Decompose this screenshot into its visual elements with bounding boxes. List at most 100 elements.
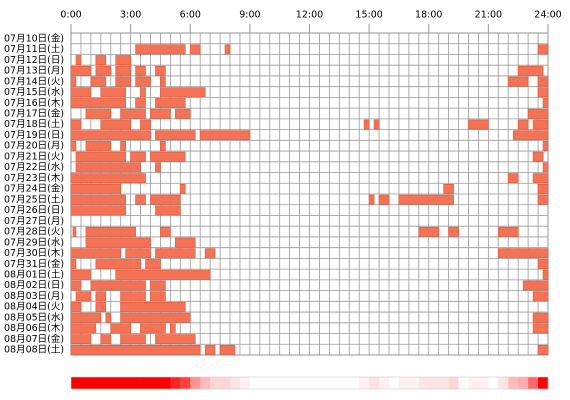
- heat-cell: [359, 377, 370, 389]
- heat-cell: [200, 377, 211, 389]
- row-label: 08月07日(金): [4, 333, 64, 345]
- heat-cell: [438, 377, 449, 389]
- heat-cell: [478, 377, 489, 389]
- activity-segment: [537, 194, 549, 205]
- activity-segment: [150, 291, 166, 302]
- heat-cell: [259, 377, 271, 389]
- heat-cell: [369, 377, 380, 389]
- row-label: 07月14日(火): [4, 76, 64, 87]
- activity-segment: [517, 65, 544, 76]
- activity-segment: [70, 259, 77, 269]
- activity-segment: [85, 226, 136, 237]
- row-label: 07月25日(土): [4, 193, 64, 205]
- activity-segment: [140, 119, 151, 130]
- activity-segment: [70, 334, 92, 345]
- x-tick-label: 18:00: [415, 10, 442, 21]
- activity-segment: [95, 291, 107, 302]
- heat-cell: [140, 377, 151, 389]
- heat-cell: [418, 377, 430, 389]
- activity-segment: [70, 130, 151, 141]
- row-label: 08月02日(日): [4, 280, 64, 291]
- row-label: 07月11日(土): [4, 43, 64, 55]
- x-tick-label: 3:00: [120, 10, 141, 21]
- heat-cell: [80, 377, 92, 389]
- activity-segment: [373, 119, 380, 130]
- row-label: 07月15日(水): [4, 86, 64, 98]
- activity-segment: [70, 344, 201, 355]
- activity-segment: [532, 312, 549, 323]
- row-label: 07月26日(日): [4, 205, 64, 216]
- row-label: 08月03日(月): [4, 291, 64, 302]
- activity-segment: [160, 76, 166, 87]
- heat-cell: [518, 377, 529, 389]
- activity-segment: [110, 323, 131, 334]
- activity-segment: [70, 87, 92, 98]
- activity-segment: [75, 162, 141, 173]
- heat-cell: [468, 377, 479, 389]
- activity-segment: [155, 248, 196, 259]
- activity-segment: [135, 44, 186, 55]
- heat-cell: [239, 377, 251, 389]
- activity-segment: [70, 269, 92, 280]
- activity-segment: [70, 248, 121, 259]
- activity-segment: [70, 312, 102, 323]
- row-label: 07月27日(月): [4, 216, 64, 227]
- activity-segment: [70, 141, 77, 151]
- activity-segment: [115, 55, 131, 66]
- heat-cell: [71, 377, 82, 389]
- row-label: 07月17日(金): [4, 108, 64, 120]
- activity-segment: [150, 194, 181, 205]
- heat-cell: [289, 377, 300, 389]
- heat-cell: [90, 377, 102, 389]
- heat-cell: [538, 377, 549, 389]
- heat-cell: [210, 377, 221, 389]
- activity-segment: [368, 194, 375, 205]
- activity-segment: [100, 87, 126, 98]
- heat-cell: [130, 377, 141, 389]
- activity-segment: [150, 280, 166, 291]
- activity-segment: [85, 141, 112, 151]
- activity-segment: [155, 130, 196, 141]
- activity-segment: [507, 173, 519, 184]
- row-label: 07月21日(火): [4, 151, 64, 162]
- activity-segment: [378, 194, 390, 205]
- x-tick-label: 0:00: [60, 10, 81, 21]
- activity-segment: [120, 291, 146, 302]
- activity-segment: [150, 108, 171, 119]
- activity-segment: [175, 108, 191, 119]
- activity-segment: [100, 119, 131, 130]
- x-tick-label: 12:00: [296, 10, 323, 21]
- activity-segment: [70, 173, 146, 184]
- heat-cell: [160, 377, 171, 389]
- heat-cell: [398, 377, 410, 389]
- heat-cell: [379, 377, 390, 389]
- x-tick-label: 15:00: [355, 10, 382, 21]
- heat-cell: [309, 377, 320, 389]
- x-tick-label: 21:00: [475, 10, 502, 21]
- x-tick-label: 9:00: [239, 10, 260, 21]
- activity-segment: [150, 151, 186, 162]
- row-label: 07月23日(木): [4, 172, 64, 184]
- activity-segment: [532, 119, 549, 130]
- activity-segment: [170, 323, 176, 334]
- activity-segment: [219, 344, 236, 355]
- row-label: 07月13日(月): [4, 66, 64, 77]
- heat-cell: [329, 377, 340, 389]
- activity-segment: [398, 194, 454, 205]
- activity-segment: [189, 44, 201, 55]
- activity-segment: [72, 226, 77, 237]
- activity-segment: [75, 55, 82, 66]
- heat-cell: [528, 377, 539, 389]
- activity-segment: [512, 130, 549, 141]
- activity-segment: [70, 280, 82, 291]
- heat-cell: [100, 377, 112, 389]
- activity-segment: [532, 291, 549, 302]
- row-label: 07月24日(金): [4, 183, 64, 195]
- activity-segment: [224, 44, 231, 55]
- heat-cell: [269, 377, 280, 389]
- heat-cell: [458, 377, 469, 389]
- activity-segment: [115, 76, 131, 87]
- activity-segment: [135, 98, 146, 108]
- heat-cell: [319, 377, 330, 389]
